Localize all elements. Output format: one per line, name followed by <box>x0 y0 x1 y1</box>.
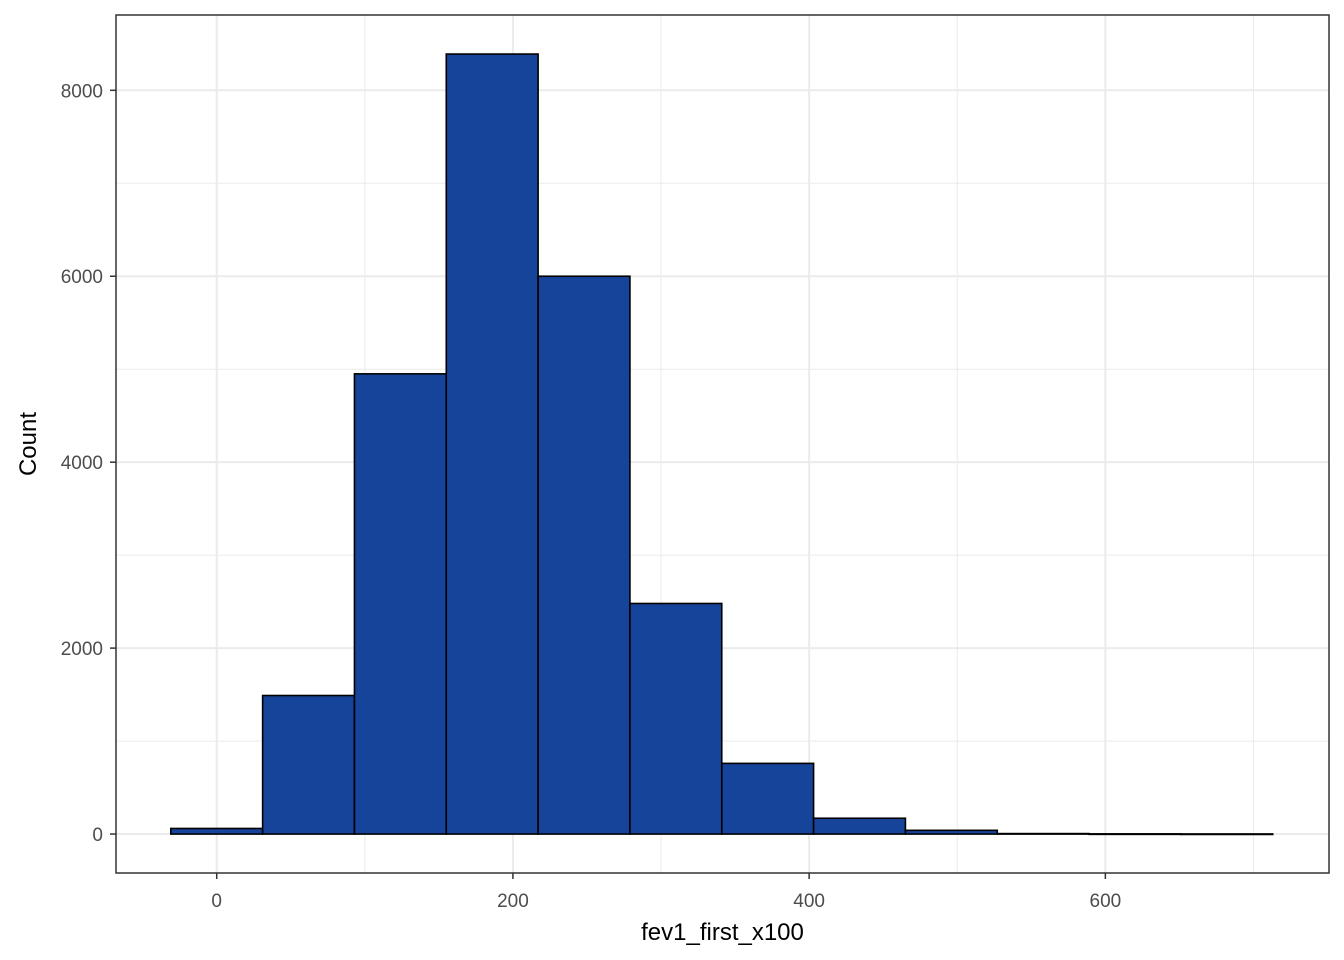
y-tick-label: 6000 <box>61 267 103 288</box>
histogram-bar-5 <box>629 602 723 835</box>
histogram-bar-8 <box>904 829 999 835</box>
histogram-bar-0 <box>169 827 264 835</box>
x-axis-title: fev1_first_x100 <box>641 919 804 946</box>
x-tick-label: 600 <box>1090 891 1122 912</box>
histogram-bar-10 <box>1088 833 1182 836</box>
panel-border <box>115 14 1330 874</box>
histogram-bar-7 <box>812 817 907 835</box>
y-tick-label: 0 <box>92 825 103 846</box>
histogram-bar-2 <box>353 373 448 835</box>
histogram-bar-4 <box>537 275 631 835</box>
x-tick-label: 200 <box>497 891 529 912</box>
histogram-bar-11 <box>1180 833 1274 836</box>
histogram-bar-9 <box>996 832 1090 835</box>
histogram-bar-1 <box>261 694 356 835</box>
y-tick-label: 4000 <box>61 453 103 474</box>
x-tick-label: 400 <box>793 891 825 912</box>
y-axis: 0 2000 4000 6000 8000 <box>61 81 116 846</box>
histogram-bar-6 <box>720 762 815 835</box>
x-tick-label: 0 <box>211 891 222 912</box>
x-axis: 0 200 400 600 <box>211 873 1121 912</box>
histogram-bars <box>169 53 1274 836</box>
grid-lines <box>116 15 1329 873</box>
y-tick-label: 2000 <box>61 639 103 660</box>
y-axis-title: Count <box>15 412 42 476</box>
histogram-bar-3 <box>445 53 539 835</box>
y-tick-label: 8000 <box>61 81 103 102</box>
